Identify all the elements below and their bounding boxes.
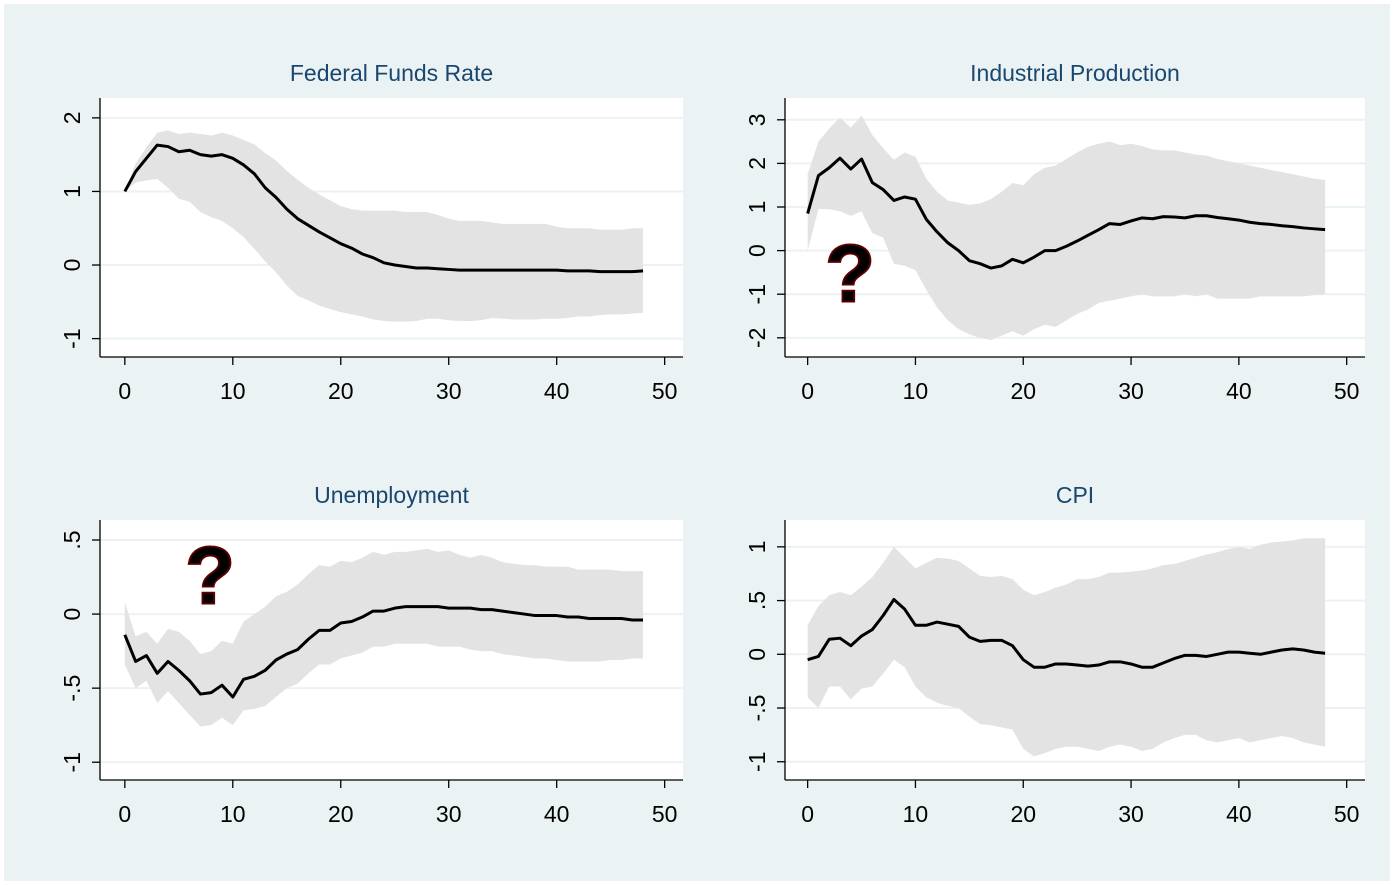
x-tick-label: 20 (328, 801, 354, 827)
y-tick-label: -1 (744, 284, 770, 304)
x-tick-label: 10 (903, 378, 929, 404)
x-tick-label: 40 (544, 801, 570, 827)
x-tick-label: 30 (1118, 378, 1144, 404)
confidence-band (807, 115, 1326, 340)
chart-title: Industrial Production (970, 60, 1180, 86)
response-line (807, 598, 1326, 669)
y-tick-label: -2 (744, 328, 770, 348)
y-tick-label: 1 (744, 201, 770, 214)
x-tick-label: 20 (1010, 801, 1036, 827)
x-tick-label: 0 (801, 801, 814, 827)
y-tick-label: 2 (59, 111, 85, 124)
response-line (123, 143, 644, 274)
x-tick-label: 20 (328, 378, 354, 404)
y-tick-label: .5 (59, 530, 85, 549)
x-tick-label: 0 (118, 378, 131, 404)
chart-title: Unemployment (314, 482, 469, 508)
x-tick-label: 50 (652, 801, 678, 827)
confidence-band (124, 130, 644, 322)
x-tick-label: 10 (903, 801, 929, 827)
y-tick-label: 3 (744, 113, 770, 126)
x-tick-label: 50 (652, 378, 678, 404)
y-tick-label: -.5 (59, 675, 85, 702)
x-tick-label: 10 (220, 801, 246, 827)
y-tick-label: .5 (744, 591, 770, 610)
y-tick-label: 0 (59, 608, 85, 621)
y-tick-label: 1 (744, 540, 770, 553)
y-tick-label: -1 (744, 752, 770, 772)
chart-title: Federal Funds Rate (290, 60, 493, 86)
response-line (123, 605, 644, 699)
x-tick-label: 30 (1118, 801, 1144, 827)
y-tick-label: -.5 (744, 695, 770, 722)
annotation: ? (185, 531, 235, 622)
chart-title: CPI (1056, 482, 1094, 508)
annotation: ? (825, 229, 875, 320)
y-tick-label: 0 (744, 244, 770, 257)
confidence-band (124, 548, 644, 727)
x-tick-label: 50 (1334, 801, 1360, 827)
response-line (806, 156, 1326, 270)
y-tick-label: -1 (59, 752, 85, 772)
y-tick-label: -1 (59, 328, 85, 348)
confidence-band (807, 538, 1326, 757)
x-tick-label: 10 (220, 378, 246, 404)
x-tick-label: 40 (1226, 801, 1252, 827)
x-tick-label: 30 (436, 378, 462, 404)
x-tick-label: 50 (1334, 378, 1360, 404)
x-tick-label: 20 (1010, 378, 1036, 404)
x-tick-label: 40 (544, 378, 570, 404)
x-tick-label: 0 (801, 378, 814, 404)
y-tick-label: 2 (744, 157, 770, 170)
x-tick-label: 0 (118, 801, 131, 827)
y-tick-label: 0 (744, 648, 770, 661)
x-tick-label: 30 (436, 801, 462, 827)
y-tick-label: 0 (59, 259, 85, 272)
y-tick-label: 1 (59, 185, 85, 198)
x-tick-label: 40 (1226, 378, 1252, 404)
